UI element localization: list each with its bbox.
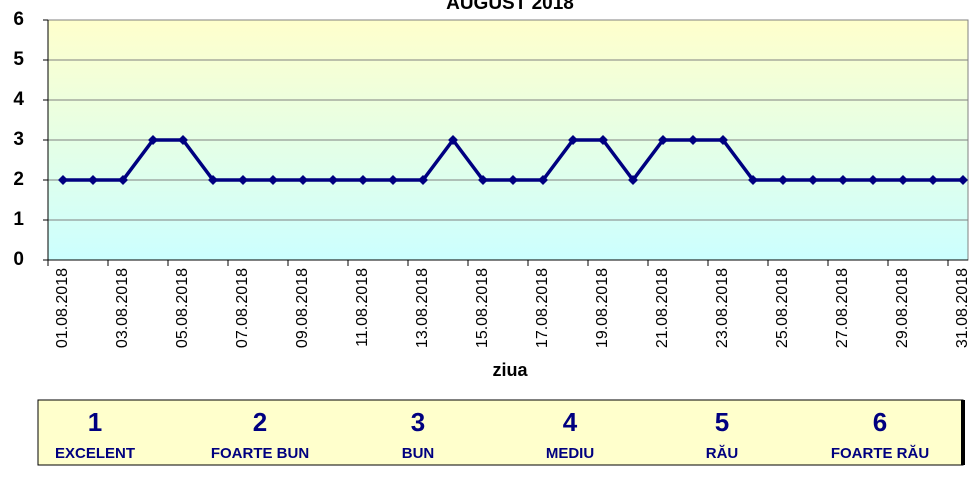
legend-label: FOARTE RĂU <box>831 445 929 462</box>
data-point <box>298 175 308 185</box>
x-tick-label: 11.08.2018 <box>354 268 371 347</box>
legend-number: 2 <box>253 407 267 437</box>
x-tick-label: 17.08.2018 <box>534 268 551 348</box>
legend-box <box>37 399 964 466</box>
x-tick-label: 19.08.2018 <box>594 268 611 348</box>
data-point <box>778 175 788 185</box>
chart-title: AUGUST 2018 <box>446 0 574 14</box>
x-tick-label: 27.08.2018 <box>834 268 851 348</box>
y-tick-label: 2 <box>13 169 24 190</box>
legend-number: 6 <box>873 407 887 437</box>
data-point <box>268 175 278 185</box>
x-tick-label: 13.08.2018 <box>414 268 431 348</box>
legend-label: FOARTE BUN <box>211 445 309 462</box>
data-point <box>388 175 398 185</box>
x-tick-label: 03.08.2018 <box>114 268 131 348</box>
x-axis-label: ziua <box>492 360 528 380</box>
data-point <box>328 175 338 185</box>
x-tick-label: 29.08.2018 <box>894 268 911 348</box>
data-point <box>58 175 68 185</box>
legend-number: 1 <box>88 407 102 437</box>
legend-label: EXCELENT <box>55 445 135 462</box>
data-point <box>748 175 758 185</box>
data-point <box>148 135 158 145</box>
data-point <box>568 135 578 145</box>
data-point <box>688 135 698 145</box>
legend-label: RĂU <box>706 445 739 462</box>
data-point <box>838 175 848 185</box>
x-tick-label: 25.08.2018 <box>774 268 791 348</box>
data-point <box>808 175 818 185</box>
data-point <box>118 175 128 185</box>
legend-label: MEDIU <box>546 445 594 462</box>
data-point <box>208 175 218 185</box>
legend-number: 5 <box>715 407 729 437</box>
data-point <box>538 175 548 185</box>
data-point <box>658 135 668 145</box>
data-point <box>718 135 728 145</box>
data-point <box>358 175 368 185</box>
x-tick-label: 15.08.2018 <box>474 268 491 348</box>
data-point <box>178 135 188 145</box>
x-tick-label: 01.08.2018 <box>54 268 71 348</box>
x-tick-label: 07.08.2018 <box>234 268 251 348</box>
x-tick-label: 05.08.2018 <box>174 268 191 348</box>
data-point <box>628 175 638 185</box>
data-point <box>598 135 608 145</box>
data-point <box>238 175 248 185</box>
y-tick-label: 3 <box>13 129 24 150</box>
x-tick-label: 31.08.2018 <box>954 268 971 348</box>
x-tick-label: 23.08.2018 <box>714 268 731 348</box>
data-point <box>868 175 878 185</box>
legend-number: 4 <box>563 407 578 437</box>
data-point <box>898 175 908 185</box>
y-tick-label: 6 <box>13 9 24 30</box>
y-tick-label: 4 <box>13 89 24 110</box>
data-point <box>478 175 488 185</box>
data-point <box>958 175 968 185</box>
data-point <box>88 175 98 185</box>
y-tick-label: 0 <box>13 249 24 270</box>
data-point <box>508 175 518 185</box>
data-point <box>418 175 428 185</box>
y-tick-label: 5 <box>13 49 24 70</box>
y-tick-label: 1 <box>13 209 24 230</box>
x-tick-label: 21.08.2018 <box>654 268 671 348</box>
data-point <box>928 175 938 185</box>
legend-number: 3 <box>411 407 425 437</box>
x-tick-label: 09.08.2018 <box>294 268 311 348</box>
legend-label: BUN <box>402 445 435 462</box>
data-point <box>448 135 458 145</box>
